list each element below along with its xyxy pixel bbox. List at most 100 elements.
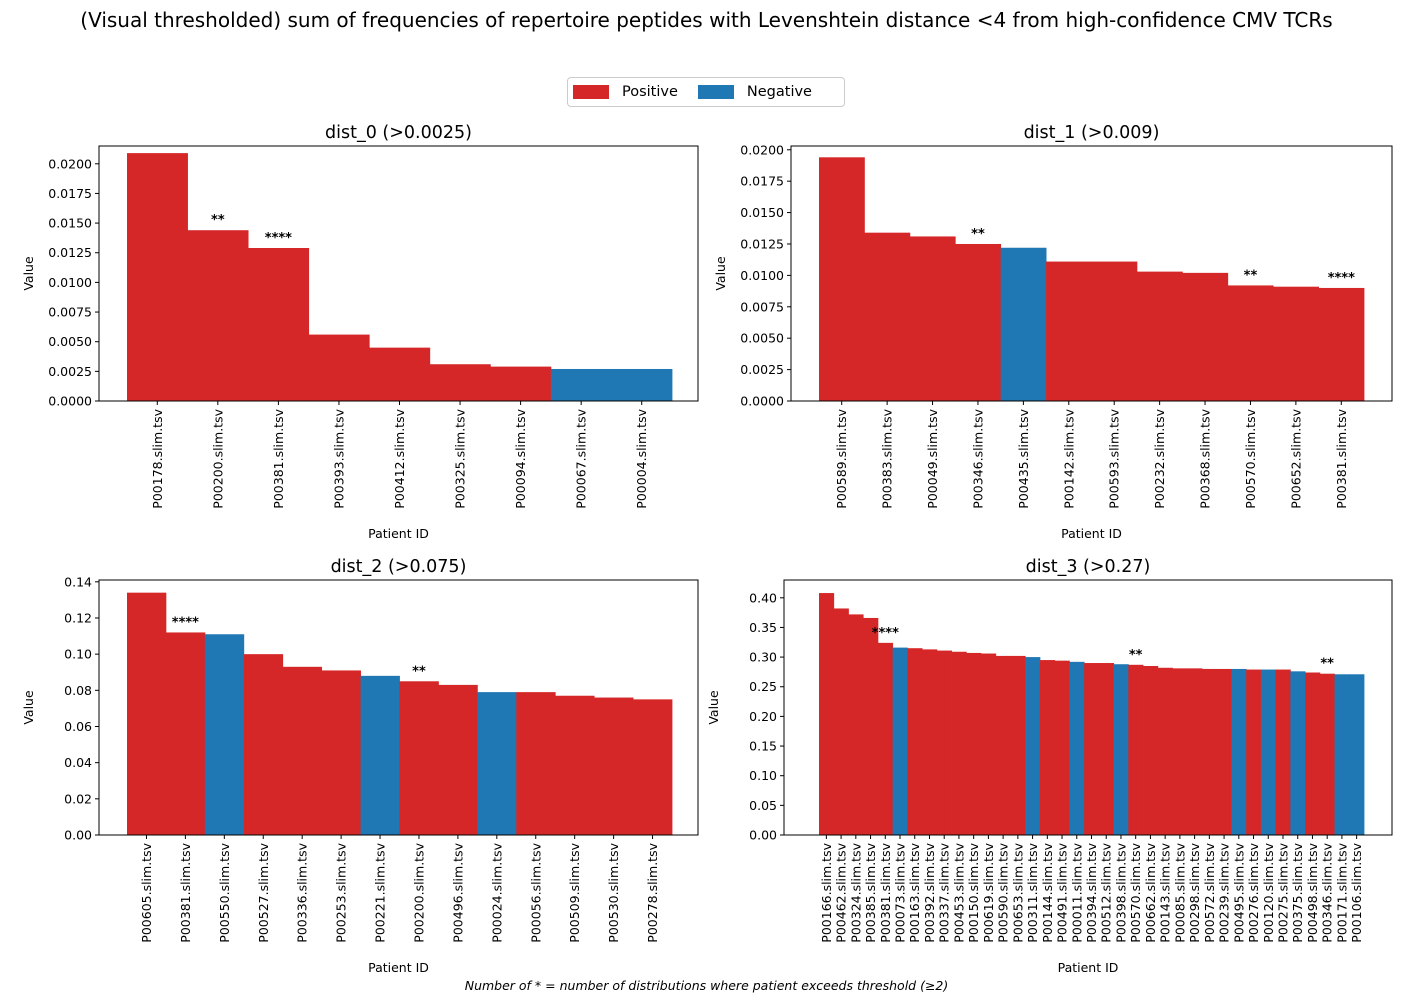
chart3-bar [1010,655,1026,835]
chart3-category-label: P00453.slim.tsv [951,842,966,942]
chart1-category-label: P00142.slim.tsv [1061,408,1076,508]
chart3-bar [907,648,923,835]
chart2-category-label: P00221.slim.tsv [373,842,388,942]
chart3-bar [1275,669,1291,835]
chart1-ytick-label: 0.0150 [740,205,784,220]
chart2-ytick-label: 0.02 [64,791,92,806]
chart1-category-label: P00652.slim.tsv [1288,408,1303,508]
chart1-category-label: P00346.slim.tsv [970,408,985,508]
chart2-category-label: P00605.slim.tsv [139,842,154,942]
chart3-bar [1187,668,1203,835]
chart0-ytick-label: 0.0075 [48,305,92,320]
chart2-category-label: P00527.slim.tsv [256,842,271,942]
chart2-bar [282,666,323,835]
chart3-category-label: P00653.slim.tsv [1010,842,1025,942]
chart3-bar [1157,667,1173,835]
chart0-category-label: P00412.slim.tsv [392,408,407,508]
chart1-ytick-label: 0.0075 [740,299,784,314]
chart3-category-label: P00143.slim.tsv [1158,842,1173,942]
figure-title: (Visual thresholded) sum of frequencies … [80,8,1333,32]
chart3-category-label: P00163.slim.tsv [907,842,922,942]
chart2-bar [165,632,206,835]
chart2-bar [477,692,517,835]
chart0-ytick-label: 0.0150 [48,216,92,231]
chart3-category-label: P00171.slim.tsv [1334,842,1349,942]
chart3-category-label: P00337.slim.tsv [937,842,952,942]
chart0-ylabel: Value [21,256,36,291]
chart3-bar [819,593,835,835]
chart0-category-label: P00200.slim.tsv [210,408,225,508]
chart1-bar [1273,286,1319,401]
chart2-bar [633,699,673,835]
chart3-category-label: P00385.slim.tsv [863,842,878,942]
chart3-category-label: P00498.slim.tsv [1305,842,1320,942]
chart3-category-label: P00011.slim.tsv [1069,842,1084,942]
chart3-category-label: P00298.slim.tsv [1187,842,1202,942]
chart2-ytick-label: 0.06 [64,719,92,734]
chart1-bar [864,232,911,401]
chart1-star-label: ** [971,227,985,242]
chart1-ytick-label: 0.0000 [740,394,784,409]
chart1-ytick-label: 0.0100 [740,268,784,283]
chart3-bar [1260,669,1277,835]
chart1-category-label: P00381.slim.tsv [1334,408,1349,508]
chart1-category-label: P00383.slim.tsv [880,408,895,508]
legend-label-positive: Positive [622,84,678,100]
chart1-ytick-label: 0.0175 [740,174,784,189]
legend-item-positive: Positive [573,84,678,100]
chart3-category-label: P00085.slim.tsv [1172,842,1187,942]
chart1-ytick-label: 0.0200 [740,142,784,157]
chart1-bar [1136,271,1183,401]
chart2-category-label: P00200.slim.tsv [411,842,426,942]
chart3-bar [1113,664,1129,835]
chart1-bar [1091,261,1138,401]
chart3-bar [981,653,997,835]
chart3-ytick-label: 0.30 [749,650,777,665]
chart0-category-label: P00067.slim.tsv [574,408,589,508]
chart0-ytick-label: 0.0050 [48,334,92,349]
chart2-category-label: P00550.slim.tsv [217,842,232,942]
chart2-title: dist_2 (>0.075) [331,557,467,577]
chart3-bar [966,652,982,835]
chart3-ytick-label: 0.15 [749,739,777,754]
chart0-bar [248,248,310,401]
chart3-bar [1216,668,1232,835]
legend-swatch-negative [697,85,734,99]
chart3-bar [936,650,952,835]
chart2-ytick-label: 0.12 [64,610,92,625]
chart2-axes-frame [98,579,699,836]
chart0-star-label: **** [265,231,292,246]
chart3-bar [1319,673,1335,835]
legend-label-negative: Negative [746,84,812,100]
chart3-category-label: P00662.slim.tsv [1143,842,1158,942]
chart0-title: dist_0 (>0.0025) [325,123,472,143]
chart3-category-label: P00572.slim.tsv [1202,842,1217,942]
chart0-category-label: P00178.slim.tsv [150,408,165,508]
chart3-category-label: P00120.slim.tsv [1261,842,1276,942]
chart3-bar [833,608,849,835]
chart3-category-label: P00375.slim.tsv [1290,842,1305,942]
chart0-category-label: P00004.slim.tsv [634,408,649,508]
chart0-bar [429,364,491,401]
chart0-category-label: P00325.slim.tsv [453,408,468,508]
chart3-title: dist_3 (>0.27) [1026,557,1151,577]
chart1-axes-frame [790,145,1393,402]
chart3-bar [892,647,908,835]
legend-swatch-positive [573,85,609,99]
chart3-category-label: P00394.slim.tsv [1084,842,1099,942]
chart3-category-label: P00392.slim.tsv [922,842,937,942]
chart3-category-label: P00275.slim.tsv [1275,842,1290,942]
chart3-category-label: P00398.slim.tsv [1113,842,1128,942]
chart3-bar [1172,668,1188,835]
chart3-bar [922,649,938,835]
chart1-category-label: P00368.slim.tsv [1198,408,1213,508]
chart0-ytick-label: 0.0125 [48,245,92,260]
chart1-category-label: P00435.slim.tsv [1016,408,1031,508]
chart2-bar [516,692,556,835]
chart3-bar [1039,660,1056,835]
chart0-category-label: P00094.slim.tsv [513,408,528,508]
chart1-bar [1318,287,1365,401]
chart3-bar [1054,660,1070,835]
chart3-category-label: P00590.slim.tsv [996,842,1011,942]
